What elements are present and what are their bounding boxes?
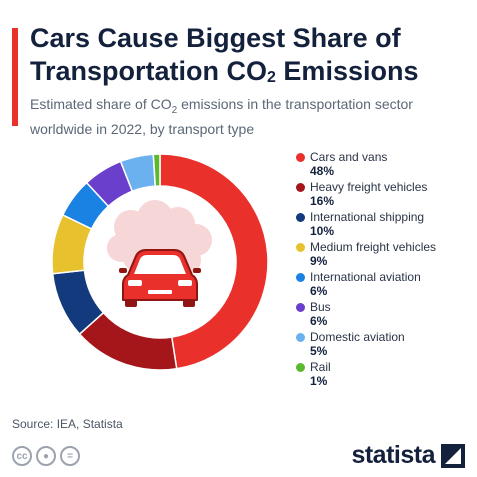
legend-label: Bus bbox=[310, 300, 331, 314]
legend-item: Rail 1% bbox=[296, 360, 472, 390]
legend-swatch bbox=[296, 333, 305, 342]
legend-swatch bbox=[296, 213, 305, 222]
brand-logo[interactable]: statista bbox=[351, 441, 465, 470]
legend-value: 48% bbox=[310, 164, 335, 178]
source-note: Source: IEA, Statista bbox=[12, 417, 123, 431]
legend-item: International aviation 6% bbox=[296, 270, 472, 300]
nd-icon[interactable]: = bbox=[60, 446, 80, 466]
legend-item: Medium freight vehicles 9% bbox=[296, 240, 472, 270]
legend-swatch bbox=[296, 243, 305, 252]
legend-label: Medium freight vehicles bbox=[310, 240, 437, 254]
legend-label: Rail bbox=[310, 360, 331, 374]
license-icons: cc ● = bbox=[12, 446, 80, 466]
legend-label: Domestic aviation bbox=[310, 330, 405, 344]
legend-swatch bbox=[296, 363, 305, 372]
center-illustration bbox=[107, 200, 212, 307]
cc-icon[interactable]: cc bbox=[12, 446, 32, 466]
legend-swatch bbox=[296, 183, 305, 192]
legend-item: Cars and vans 48% bbox=[296, 150, 472, 180]
legend-value: 6% bbox=[310, 284, 328, 298]
legend-label: International shipping bbox=[310, 210, 425, 224]
legend-item: Heavy freight vehicles 16% bbox=[296, 180, 472, 210]
chart-title: Cars Cause Biggest Share of Transportati… bbox=[30, 23, 419, 86]
legend-item: International shipping 10% bbox=[296, 210, 472, 240]
chart-subtitle: Estimated share of CO2 emissions in the … bbox=[30, 96, 413, 137]
accent-bar bbox=[12, 28, 18, 126]
legend-value: 10% bbox=[310, 224, 335, 238]
brand-name: statista bbox=[351, 441, 435, 469]
legend-swatch bbox=[296, 273, 305, 282]
chart-legend: Cars and vans 48% Heavy freight vehicles 16… bbox=[296, 150, 472, 390]
statista-logo-icon bbox=[441, 443, 465, 468]
legend-value: 16% bbox=[310, 194, 335, 208]
legend-item: Bus 6% bbox=[296, 300, 472, 330]
legend-swatch bbox=[296, 153, 305, 162]
legend-value: 1% bbox=[310, 374, 328, 388]
legend-label: International aviation bbox=[310, 270, 421, 284]
slice-cars-and-vans bbox=[159, 153, 269, 370]
legend-value: 5% bbox=[310, 344, 328, 358]
legend-swatch bbox=[296, 303, 305, 312]
by-icon[interactable]: ● bbox=[36, 446, 56, 466]
legend-value: 6% bbox=[310, 314, 328, 328]
legend-label: Heavy freight vehicles bbox=[310, 180, 428, 194]
slice-rail bbox=[152, 153, 161, 187]
legend-label: Cars and vans bbox=[310, 150, 388, 164]
legend-value: 9% bbox=[310, 254, 328, 268]
car-icon bbox=[119, 249, 201, 307]
legend-item: Domestic aviation 5% bbox=[296, 330, 472, 360]
